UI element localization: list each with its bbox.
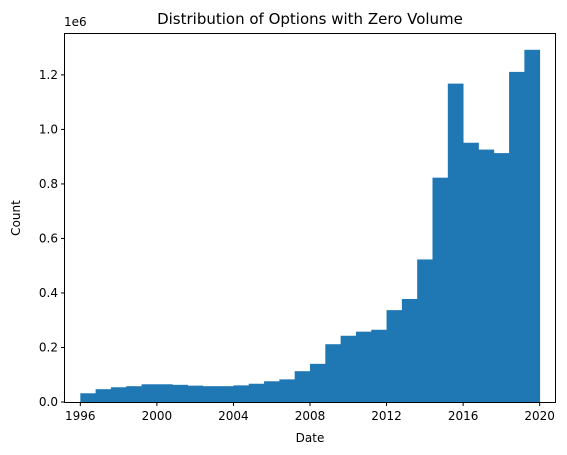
histogram-bar	[401, 298, 418, 402]
y-axis-label: Count	[9, 200, 23, 236]
histogram-bar	[141, 384, 158, 402]
histogram-bar	[80, 393, 97, 402]
histogram-bar	[233, 385, 250, 402]
y-tick-label: 0.0	[39, 395, 58, 409]
x-tick-label: 2008	[295, 409, 326, 423]
histogram-bar	[110, 387, 127, 402]
histogram-bar	[126, 386, 142, 402]
histogram-bar	[447, 83, 464, 403]
histogram-bar	[417, 259, 433, 402]
histogram-bar	[371, 329, 387, 402]
histogram-bar	[95, 389, 112, 402]
x-tick-label: 2020	[524, 409, 555, 423]
histogram-bar	[279, 379, 296, 402]
histogram-bar	[325, 344, 342, 402]
y-tick-label: 1.2	[39, 68, 58, 82]
histogram-bar	[248, 383, 265, 402]
histogram-bar	[202, 386, 219, 402]
bars-group	[80, 49, 541, 403]
x-tick-label: 2004	[218, 409, 249, 423]
histogram-bar	[172, 384, 188, 402]
y-tick-label: 0.6	[39, 231, 58, 245]
x-axis-label: Date	[296, 431, 325, 445]
y-tick-label: 0.4	[39, 286, 58, 300]
histogram-bar	[294, 371, 311, 402]
x-tick-label: 2000	[142, 409, 173, 423]
histogram-bar	[386, 310, 403, 402]
histogram-bar	[509, 71, 525, 402]
x-tick-label: 1996	[65, 409, 96, 423]
histogram-bar	[156, 384, 173, 402]
histogram-bar	[478, 149, 495, 402]
y-tick-label: 1.0	[39, 122, 58, 136]
histogram-bar	[264, 381, 280, 402]
histogram-bar	[187, 385, 204, 402]
histogram-bar	[355, 331, 372, 402]
y-axis-offset-label: 1e6	[64, 15, 87, 29]
histogram-bar	[340, 335, 357, 402]
histogram-bar	[432, 177, 449, 402]
histogram-bar	[218, 386, 234, 402]
x-axis-ticks: 1996 2000 2004 2008 2012 2016 2020	[65, 402, 555, 423]
y-tick-label: 0.2	[39, 340, 58, 354]
x-tick-label: 2016	[448, 409, 479, 423]
histogram-bar	[463, 142, 479, 402]
chart-title: Distribution of Options with Zero Volume	[157, 10, 463, 28]
y-tick-label: 0.8	[39, 177, 58, 191]
plot-frame	[64, 33, 556, 403]
histogram-bar	[524, 49, 541, 403]
histogram-bar	[310, 363, 326, 402]
y-axis-ticks: 0.0 0.2 0.4 0.6 0.8 1.0 1.2	[39, 68, 65, 409]
histogram-bar	[493, 153, 510, 402]
x-tick-label: 2012	[371, 409, 402, 423]
